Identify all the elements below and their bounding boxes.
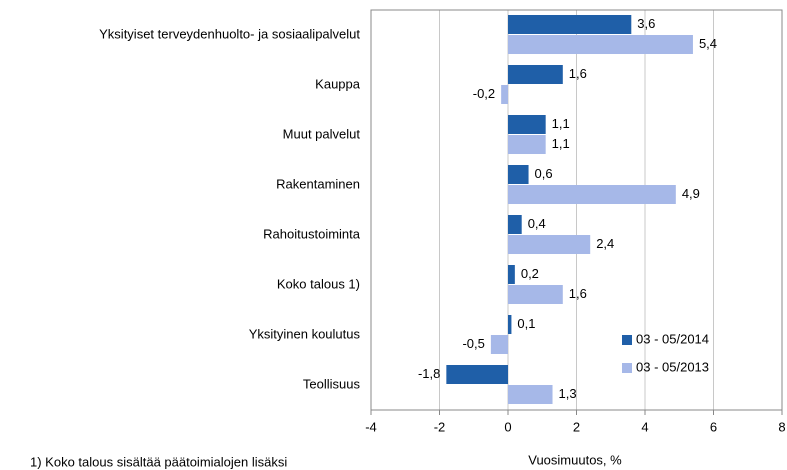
bar bbox=[508, 65, 563, 84]
bar bbox=[508, 35, 693, 54]
bar bbox=[508, 185, 676, 204]
x-tick-label: 0 bbox=[504, 419, 511, 434]
bar bbox=[490, 335, 508, 354]
data-label: 1,1 bbox=[552, 136, 570, 151]
footnote: 1) Koko talous sisältää päätoimialojen l… bbox=[30, 454, 287, 469]
bar bbox=[508, 115, 546, 134]
data-label: 1,1 bbox=[552, 116, 570, 131]
data-label: 2,4 bbox=[596, 236, 614, 251]
bar bbox=[508, 285, 563, 304]
x-tick-label: 2 bbox=[573, 419, 580, 434]
data-label: 3,6 bbox=[637, 16, 655, 31]
category-label: Rahoitustoiminta bbox=[263, 226, 361, 241]
x-axis-label: Vuosimuutos, % bbox=[528, 452, 622, 467]
bar bbox=[508, 265, 515, 284]
category-label: Kauppa bbox=[315, 76, 361, 91]
data-label: 4,9 bbox=[682, 186, 700, 201]
data-label: 0,1 bbox=[517, 316, 535, 331]
bar bbox=[446, 365, 508, 384]
legend-label: 03 - 05/2014 bbox=[636, 331, 709, 346]
bar bbox=[508, 315, 512, 334]
legend-swatch bbox=[622, 363, 632, 373]
category-label: Rakentaminen bbox=[276, 176, 360, 191]
x-tick-label: 8 bbox=[778, 419, 785, 434]
data-label: 0,6 bbox=[535, 166, 553, 181]
data-label: -0,2 bbox=[473, 86, 495, 101]
data-label: -0,5 bbox=[462, 336, 484, 351]
bar bbox=[508, 15, 632, 34]
bar bbox=[508, 165, 529, 184]
data-label: 0,4 bbox=[528, 216, 546, 231]
data-label: 1,6 bbox=[569, 286, 587, 301]
category-label: Teollisuus bbox=[303, 376, 361, 391]
x-tick-label: -2 bbox=[434, 419, 446, 434]
category-label: Koko talous 1) bbox=[277, 276, 360, 291]
bar bbox=[508, 235, 591, 254]
legend-label: 03 - 05/2013 bbox=[636, 359, 709, 374]
bar bbox=[501, 85, 508, 104]
data-label: 0,2 bbox=[521, 266, 539, 281]
legend-swatch bbox=[622, 335, 632, 345]
bar bbox=[508, 135, 546, 154]
category-label: Yksityiset terveydenhuolto- ja sosiaalip… bbox=[99, 26, 360, 41]
category-label: Muut palvelut bbox=[283, 126, 361, 141]
x-tick-label: 6 bbox=[710, 419, 717, 434]
data-label: -1,8 bbox=[418, 366, 440, 381]
x-tick-label: -4 bbox=[365, 419, 377, 434]
plot-frame bbox=[370, 9, 783, 411]
category-label: Yksityinen koulutus bbox=[249, 326, 361, 341]
data-label: 5,4 bbox=[699, 36, 717, 51]
data-label: 1,3 bbox=[559, 386, 577, 401]
bar bbox=[508, 215, 522, 234]
x-tick-label: 4 bbox=[641, 419, 648, 434]
bar bbox=[508, 385, 553, 404]
data-label: 1,6 bbox=[569, 66, 587, 81]
